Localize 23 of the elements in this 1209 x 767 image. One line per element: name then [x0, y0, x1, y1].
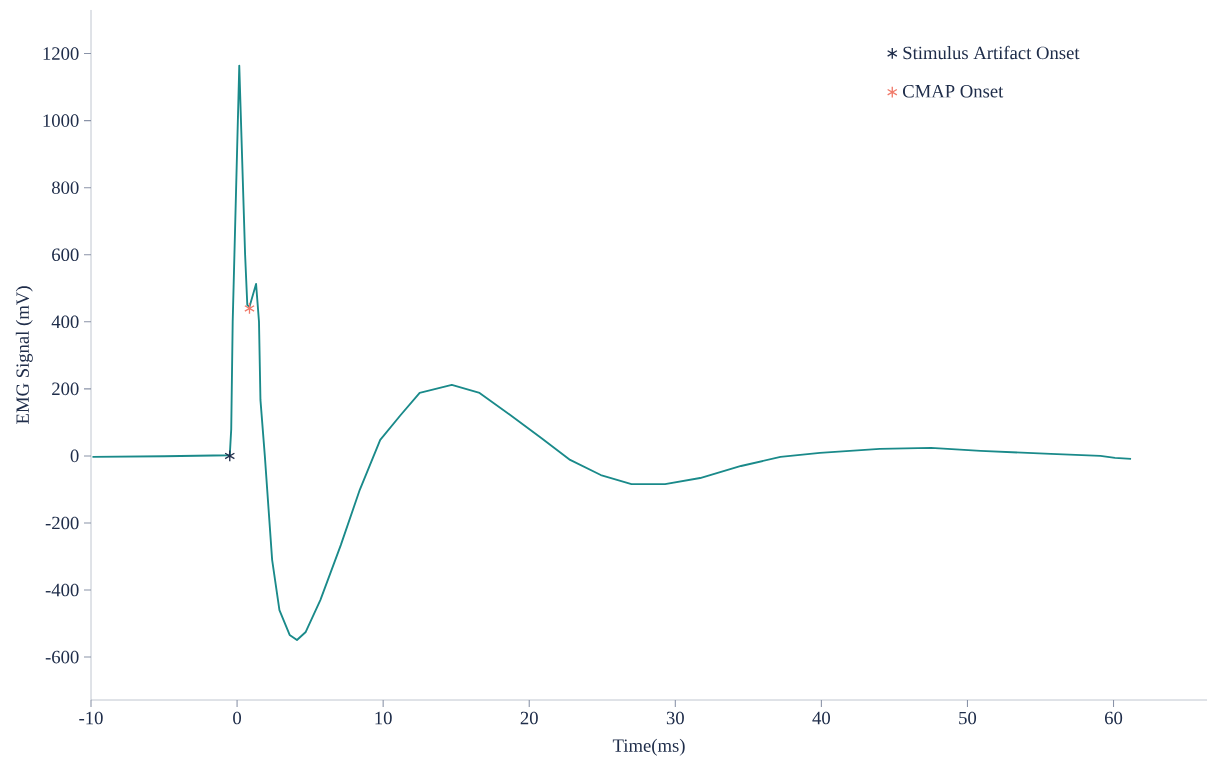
y-tick-label: 800	[52, 181, 79, 194]
legend-label: Stimulus Artifact Onset	[903, 45, 1080, 60]
x-tick-label: 40	[812, 711, 830, 725]
x-tick-label: 50	[959, 711, 977, 725]
y-tick-label: 600	[52, 248, 79, 262]
x-tick-label: 10	[375, 711, 392, 725]
y-tick-label: 0	[70, 449, 79, 463]
y-tick-label: 1000	[43, 114, 79, 127]
y-tick-label: 1200	[43, 47, 79, 60]
y-tick-label: 200	[52, 382, 79, 396]
y-tick-label: -200	[45, 516, 79, 530]
y-axis-title: EMG Signal (mV)	[15, 286, 33, 424]
y-tick-label: -600	[45, 650, 79, 664]
x-tick-label: 0	[233, 711, 242, 725]
y-tick-label: 400	[51, 315, 79, 329]
y-tick-label: -400	[45, 583, 79, 597]
line-series	[91, 64, 1132, 641]
legend-label: CMAP Onset	[902, 85, 1004, 98]
x-tick-label: 20	[520, 711, 538, 725]
x-axis-title: Time(ms)	[612, 738, 685, 756]
x-tick-label: -10	[79, 711, 103, 725]
x-tick-label: 60	[1104, 711, 1123, 725]
x-tick-label: 30	[666, 711, 684, 725]
